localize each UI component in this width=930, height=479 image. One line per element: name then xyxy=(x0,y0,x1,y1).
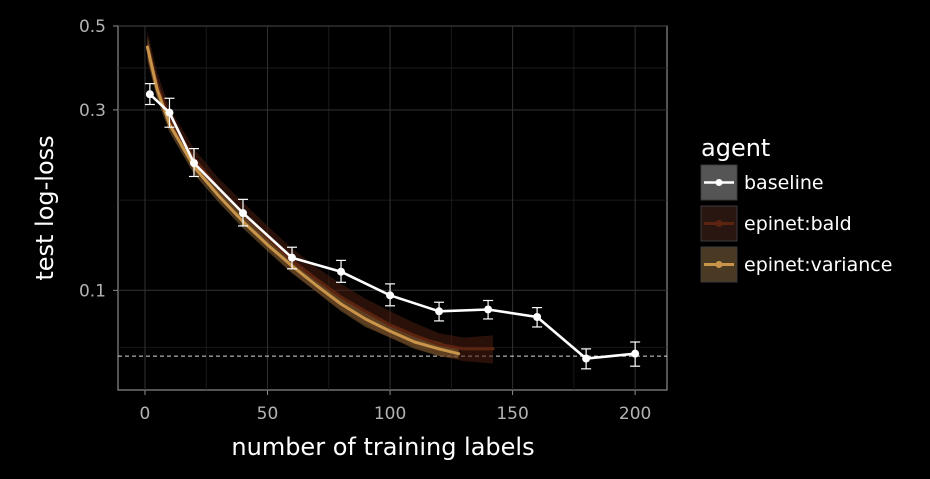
data-point xyxy=(238,209,247,218)
legend-label-baseline: baseline xyxy=(744,172,824,194)
x-tick-label: 200 xyxy=(619,404,651,424)
y-axis-title: test log-loss xyxy=(31,135,59,280)
series-markers xyxy=(144,83,641,370)
x-axis-ticks: 0 50 100 150 200 xyxy=(140,390,651,424)
x-tick-label: 100 xyxy=(374,404,406,424)
x-tick-label: 0 xyxy=(140,404,151,424)
legend-point-baseline xyxy=(715,179,723,186)
legend: agent baseline epinet:bald epinet:variance xyxy=(700,134,892,283)
legend-label-epinet-bald: epinet:bald xyxy=(744,213,852,235)
minor-grid xyxy=(118,26,667,390)
legend-label-epinet-variance: epinet:variance xyxy=(744,254,892,276)
legend-item-epinet-bald: epinet:bald xyxy=(700,205,852,242)
legend-title: agent xyxy=(701,134,770,162)
data-point xyxy=(435,307,444,316)
data-point xyxy=(165,108,174,117)
data-point xyxy=(337,267,346,276)
x-tick-label: 50 xyxy=(257,404,279,424)
legend-point-epinet-bald xyxy=(715,220,723,227)
data-point xyxy=(631,349,640,358)
line-baseline xyxy=(149,93,636,360)
data-point xyxy=(484,305,493,314)
data-point xyxy=(145,90,154,99)
y-axis-ticks: 0.1 0.3 0.5 xyxy=(79,17,118,301)
legend-item-baseline: baseline xyxy=(700,164,824,201)
data-point xyxy=(288,253,297,262)
data-point xyxy=(582,354,591,363)
x-tick-label: 150 xyxy=(496,404,528,424)
legend-point-epinet-variance xyxy=(715,261,723,268)
y-tick-label: 0.1 xyxy=(79,281,106,301)
y-tick-label: 0.5 xyxy=(79,17,106,37)
y-tick-label: 0.3 xyxy=(79,101,106,121)
data-point xyxy=(386,291,395,300)
data-point xyxy=(533,313,542,322)
legend-item-epinet-variance: epinet:variance xyxy=(700,246,892,283)
x-axis-title: number of training labels xyxy=(231,433,534,461)
data-point xyxy=(189,159,198,168)
major-grid xyxy=(118,25,667,390)
